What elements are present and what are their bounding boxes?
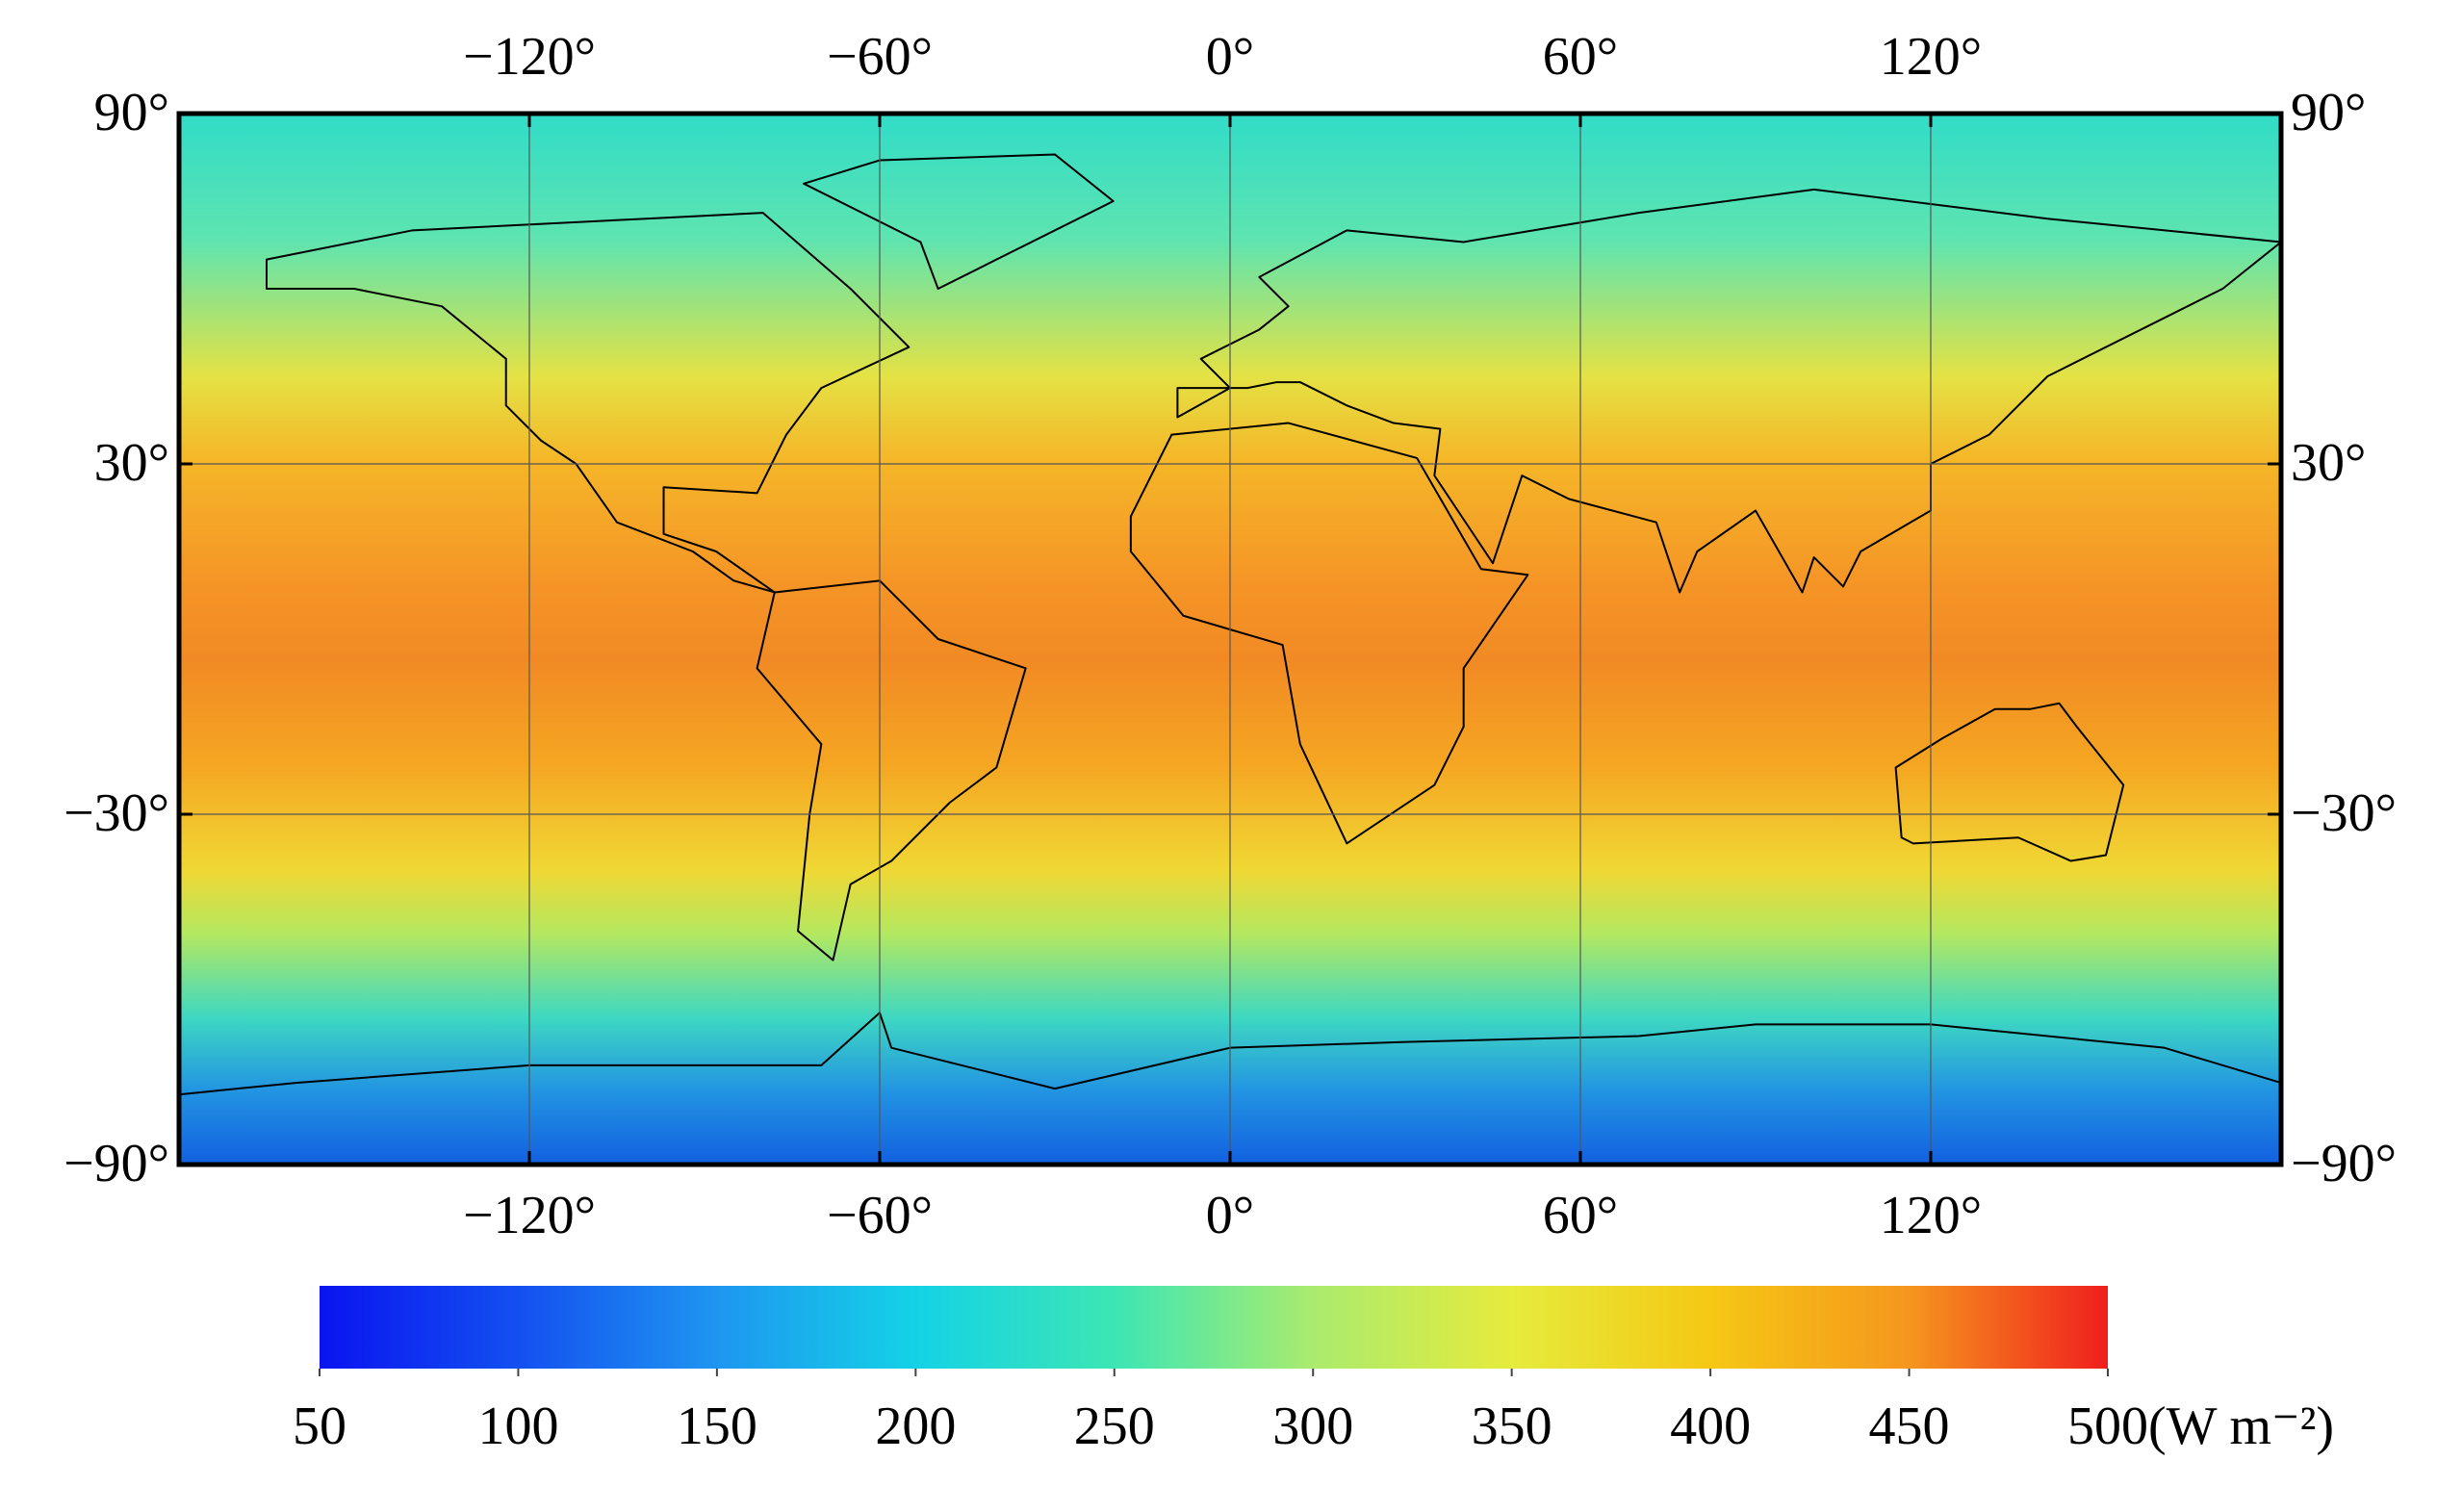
y-tick-label-left: −30° — [64, 783, 169, 843]
x-tick-label-bottom: −120° — [463, 1186, 596, 1245]
y-tick-label-left: −90° — [64, 1134, 169, 1193]
colorbar-tick-label: 150 — [677, 1397, 757, 1456]
x-tick-label-top: 0° — [1206, 27, 1254, 87]
colorbar-tick-label: 300 — [1272, 1397, 1353, 1456]
y-tick-label-left: 90° — [94, 83, 169, 142]
x-tick-label-bottom: 60° — [1543, 1186, 1618, 1245]
y-tick-label-right: 30° — [2291, 433, 2366, 493]
y-tick-label-right: −90° — [2291, 1134, 2397, 1193]
y-tick-label-left: 30° — [94, 433, 169, 493]
colorbar-tick-label: 350 — [1472, 1397, 1552, 1456]
x-tick-label-bottom: −60° — [827, 1186, 933, 1245]
colorbar-tick-label: 400 — [1670, 1397, 1751, 1456]
x-tick-label-top: −120° — [463, 27, 596, 87]
colorbar-tick-label: 250 — [1074, 1397, 1155, 1456]
colorbar — [320, 1286, 2108, 1369]
colorbar-tick-label: 200 — [875, 1397, 956, 1456]
colorbar-tick-label: 100 — [477, 1397, 558, 1456]
colorbar-tick-label: 500 — [2067, 1397, 2148, 1456]
colorbar-unit: (W m⁻²) — [2148, 1397, 2334, 1456]
x-tick-label-top: 60° — [1543, 27, 1618, 87]
y-tick-label-right: −30° — [2291, 783, 2397, 843]
x-tick-label-bottom: 0° — [1206, 1186, 1254, 1245]
colorbar-tick-label: 450 — [1869, 1397, 1950, 1456]
coastlines — [179, 154, 2281, 1094]
colorbar-tick-label: 50 — [293, 1397, 346, 1456]
x-tick-label-top: −60° — [827, 27, 933, 87]
x-tick-label-top: 120° — [1880, 27, 1982, 87]
x-tick-label-bottom: 120° — [1880, 1186, 1982, 1245]
y-tick-label-right: 90° — [2291, 83, 2366, 142]
